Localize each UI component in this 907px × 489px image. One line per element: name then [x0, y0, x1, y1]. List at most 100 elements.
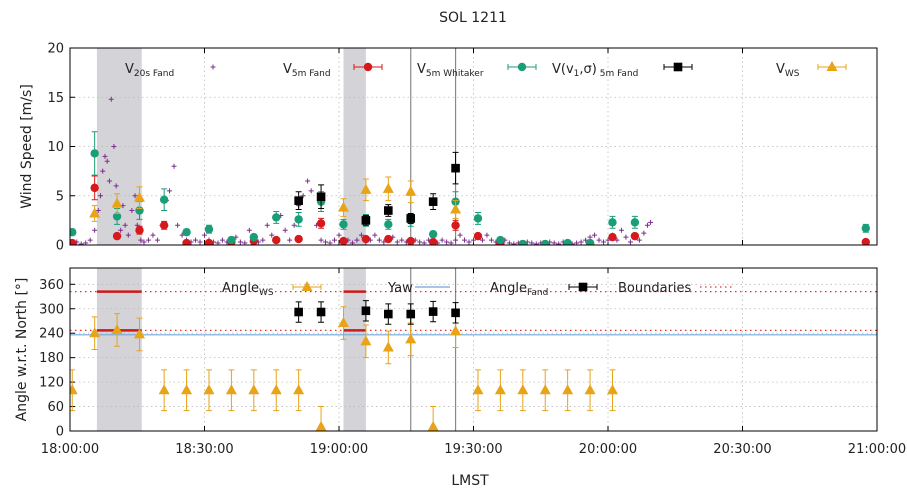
angle-panel: 0 60 120 180 240 300 360 18:00:00 18:30:00 19:00:…: [14, 267, 906, 457]
data-point: [382, 341, 394, 352]
data-point: [618, 227, 624, 233]
data-point: [384, 234, 393, 244]
x-tick-label: 19:30:00: [444, 442, 502, 457]
data-point: [428, 197, 438, 206]
data-point: [630, 231, 640, 241]
data-point: [457, 232, 463, 238]
data-point: [417, 239, 423, 245]
data-point: [111, 323, 123, 334]
y-tick-label: 0: [56, 425, 64, 440]
data-point: [361, 234, 371, 244]
data-point: [479, 237, 485, 243]
data-point: [384, 309, 393, 319]
y-axis-label: Angle w.r.t. North [°]: [14, 278, 30, 422]
data-point: [300, 193, 306, 199]
data-point: [511, 241, 517, 245]
data-point: [648, 219, 654, 225]
data-point: [636, 237, 642, 243]
data-point: [318, 237, 324, 243]
data-point: [641, 230, 647, 236]
y-axis-label: Wind Speed [m/s]: [19, 84, 35, 209]
data-point: [203, 384, 215, 395]
legend-main: V(v: [552, 62, 574, 77]
shaded-interval: [96, 268, 142, 431]
data-point: [305, 178, 311, 184]
y-tick-label: 10: [47, 140, 64, 155]
y-tick-label: 60: [47, 400, 64, 415]
data-point: [336, 232, 342, 238]
data-point: [171, 163, 177, 169]
data-point: [159, 195, 169, 204]
legend-sub: 5m Fand: [597, 69, 639, 79]
legend-label: AngleFand: [490, 281, 548, 298]
y-tick-label: 120: [39, 376, 64, 391]
data-point: [382, 182, 394, 193]
legend-main: Boundaries: [618, 281, 692, 296]
data-point: [92, 227, 98, 233]
data-point: [427, 420, 439, 431]
data-point: [182, 227, 191, 237]
data-point: [135, 226, 144, 235]
data-point: [122, 222, 128, 228]
data-point: [204, 238, 214, 245]
data-point: [539, 384, 551, 395]
data-point: [70, 384, 78, 395]
data-point: [70, 227, 77, 237]
data-point: [451, 163, 460, 173]
data-point: [585, 238, 595, 245]
data-point: [248, 384, 260, 395]
x-tick-label: 20:00:00: [579, 442, 637, 457]
data-point: [361, 216, 371, 225]
data-point: [462, 237, 468, 243]
data-point: [100, 168, 106, 174]
data-point: [451, 221, 460, 230]
y-tick-label: 0: [56, 239, 64, 254]
data-point: [294, 234, 303, 244]
data-point: [202, 232, 207, 238]
y-tick-label: 15: [47, 91, 64, 106]
legend-label: VWS: [776, 62, 800, 79]
data-point: [361, 306, 371, 316]
data-point: [129, 208, 135, 214]
data-point: [106, 178, 112, 184]
legend-sample-marker: [210, 64, 216, 70]
data-point: [337, 201, 349, 212]
data-point: [587, 234, 593, 240]
y-tick-label: 180: [39, 351, 64, 366]
data-point: [138, 237, 144, 243]
data-point: [294, 196, 303, 205]
y-tick-label: 300: [39, 302, 64, 317]
data-point: [225, 384, 237, 395]
data-point: [145, 237, 151, 243]
data-point: [360, 335, 372, 346]
legend-sample-marker: [301, 281, 313, 291]
data-point: [596, 237, 602, 243]
data-point: [496, 235, 505, 245]
data-point: [406, 236, 415, 245]
data-point: [112, 231, 122, 241]
x-tick-label: 18:00:00: [41, 442, 99, 457]
data-point: [339, 220, 348, 229]
data-point: [78, 241, 84, 245]
data-point: [270, 384, 282, 395]
data-point: [70, 238, 77, 245]
legend-sample-marker: [363, 62, 373, 72]
legend-main: Angle: [490, 281, 527, 296]
data-point: [175, 222, 181, 228]
data-point: [339, 236, 348, 245]
data-point: [182, 238, 191, 245]
data-point: [644, 222, 650, 228]
data-point: [376, 237, 382, 243]
data-point: [316, 219, 326, 228]
x-tick-label: 20:30:00: [713, 442, 771, 457]
data-point: [337, 317, 349, 328]
y-tick-label: 5: [56, 189, 64, 204]
data-point: [533, 241, 539, 245]
y-tick-label: 360: [39, 278, 64, 293]
data-point: [125, 232, 131, 238]
legend-label: V5m Whitaker: [417, 62, 484, 79]
data-point: [133, 191, 145, 202]
legend-main: V: [283, 62, 292, 77]
data-point: [451, 308, 460, 318]
